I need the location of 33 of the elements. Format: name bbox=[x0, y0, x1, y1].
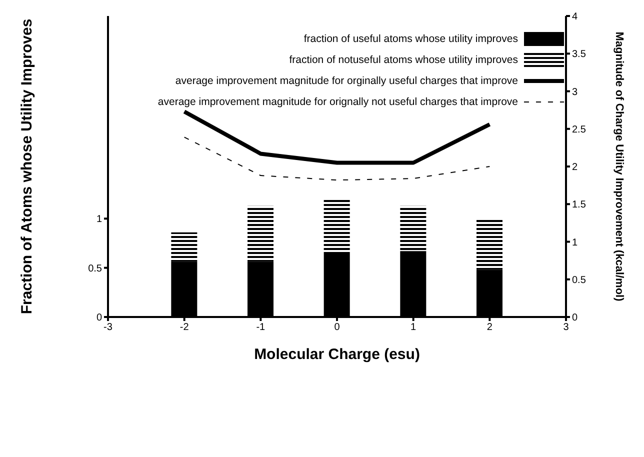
x-tick-label: 3 bbox=[563, 322, 570, 334]
legend-label: fraction of useful atoms whose utility improves bbox=[304, 32, 518, 44]
y2-tick-label: 2 bbox=[572, 162, 578, 174]
y2-tick-label: 1 bbox=[572, 237, 578, 248]
bar bbox=[171, 232, 198, 262]
y2-tick-label: 0.5 bbox=[572, 274, 586, 286]
y2-tick-label: 1.5 bbox=[572, 200, 586, 211]
x-axis-title: Molecular Charge (esu) bbox=[254, 346, 420, 363]
legend-label: fraction of notuseful atoms whose utility improves bbox=[289, 54, 518, 66]
x-tick-label: 2 bbox=[486, 322, 493, 334]
x-tick-label: -3 bbox=[104, 322, 113, 334]
y2-tick-label: 0 bbox=[572, 312, 578, 324]
y2-axis-title: Magnitude of Charge Utility Improvement (kcal/mol) bbox=[613, 32, 626, 302]
bar bbox=[400, 206, 426, 252]
legend-label: average improvement magnitude for orignally not useful charges that improve bbox=[158, 96, 518, 108]
y2-tick-label: 2.5 bbox=[572, 124, 586, 136]
bar bbox=[248, 206, 274, 262]
y2-tick-label: 3 bbox=[572, 86, 578, 98]
x-tick-label: -2 bbox=[180, 322, 190, 334]
y-tick-label: 0.5 bbox=[88, 263, 102, 274]
y-axis-title: Fraction of Atoms whose Utility Improves bbox=[18, 18, 36, 314]
bar bbox=[324, 198, 350, 254]
x-tick-label: 0 bbox=[334, 322, 340, 334]
bar bbox=[476, 220, 502, 270]
y2-tick-label: 4 bbox=[572, 12, 578, 23]
legend-label: average improvement magnitude for orginally useful charges that improve bbox=[175, 74, 518, 86]
y-tick-label: 0 bbox=[96, 312, 102, 324]
y-tick-label: 1 bbox=[96, 214, 102, 226]
y2-tick-label: 3.5 bbox=[572, 49, 586, 60]
x-tick-label: -1 bbox=[256, 322, 266, 334]
line-series bbox=[182, 110, 492, 165]
x-tick-label: 1 bbox=[410, 322, 417, 334]
line-series bbox=[184, 136, 490, 181]
